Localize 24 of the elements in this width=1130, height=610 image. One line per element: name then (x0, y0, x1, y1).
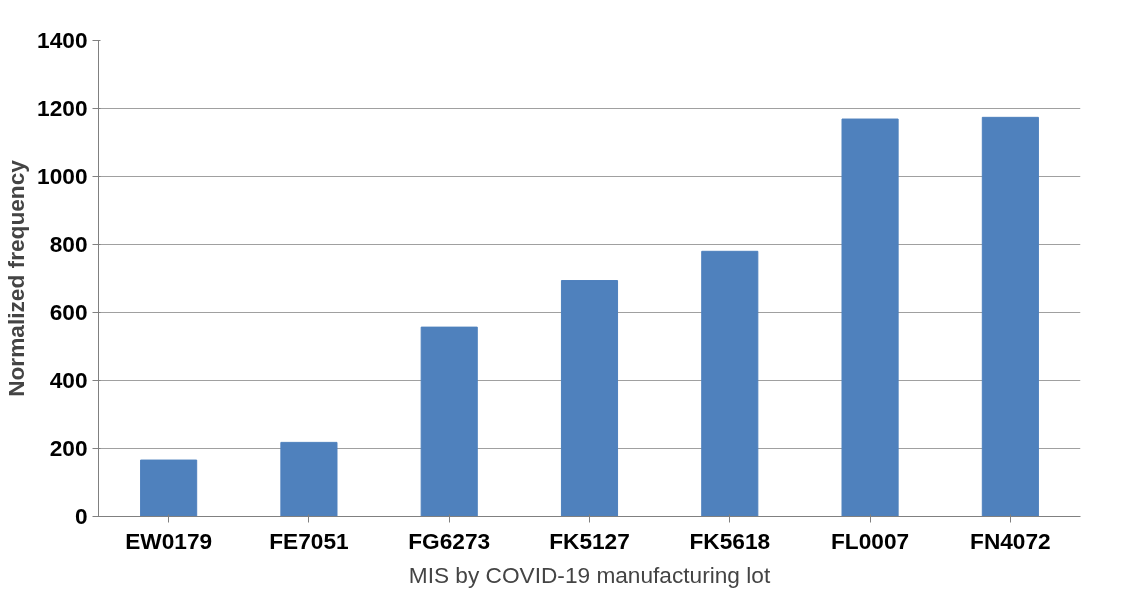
y-tick-label: 400 (49, 367, 88, 393)
y-tick-label: 600 (49, 299, 88, 325)
bar (701, 250, 759, 517)
bar (140, 459, 198, 517)
y-tick-label: 1000 (37, 163, 88, 189)
bar (841, 118, 899, 517)
x-axis-title: MIS by COVID-19 manufacturing lot (408, 561, 771, 588)
x-tick-label: FK5618 (689, 527, 771, 554)
y-tick-label: 0 (74, 503, 88, 529)
x-tick-label: FK5127 (549, 527, 630, 554)
x-tick-label: FN4072 (970, 527, 1051, 554)
y-tick-label: 200 (49, 435, 88, 461)
bar (420, 326, 478, 517)
y-tick-label: 1400 (37, 27, 88, 53)
x-tick-label: FL0007 (831, 527, 910, 554)
y-tick-label: 800 (49, 231, 88, 257)
x-tick-label: FG6273 (408, 527, 491, 554)
bar (981, 116, 1039, 517)
x-tick-label: EW0179 (125, 527, 213, 554)
y-tick-label: 1200 (37, 95, 88, 121)
bar (560, 280, 619, 517)
y-axis-title: Normalized frequency (3, 159, 30, 397)
bar (280, 441, 338, 517)
x-tick-label: FE7051 (269, 527, 349, 554)
